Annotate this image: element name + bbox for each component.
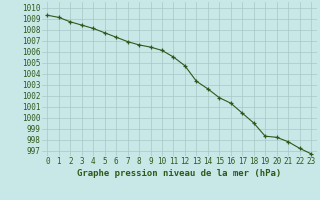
X-axis label: Graphe pression niveau de la mer (hPa): Graphe pression niveau de la mer (hPa) bbox=[77, 169, 281, 178]
